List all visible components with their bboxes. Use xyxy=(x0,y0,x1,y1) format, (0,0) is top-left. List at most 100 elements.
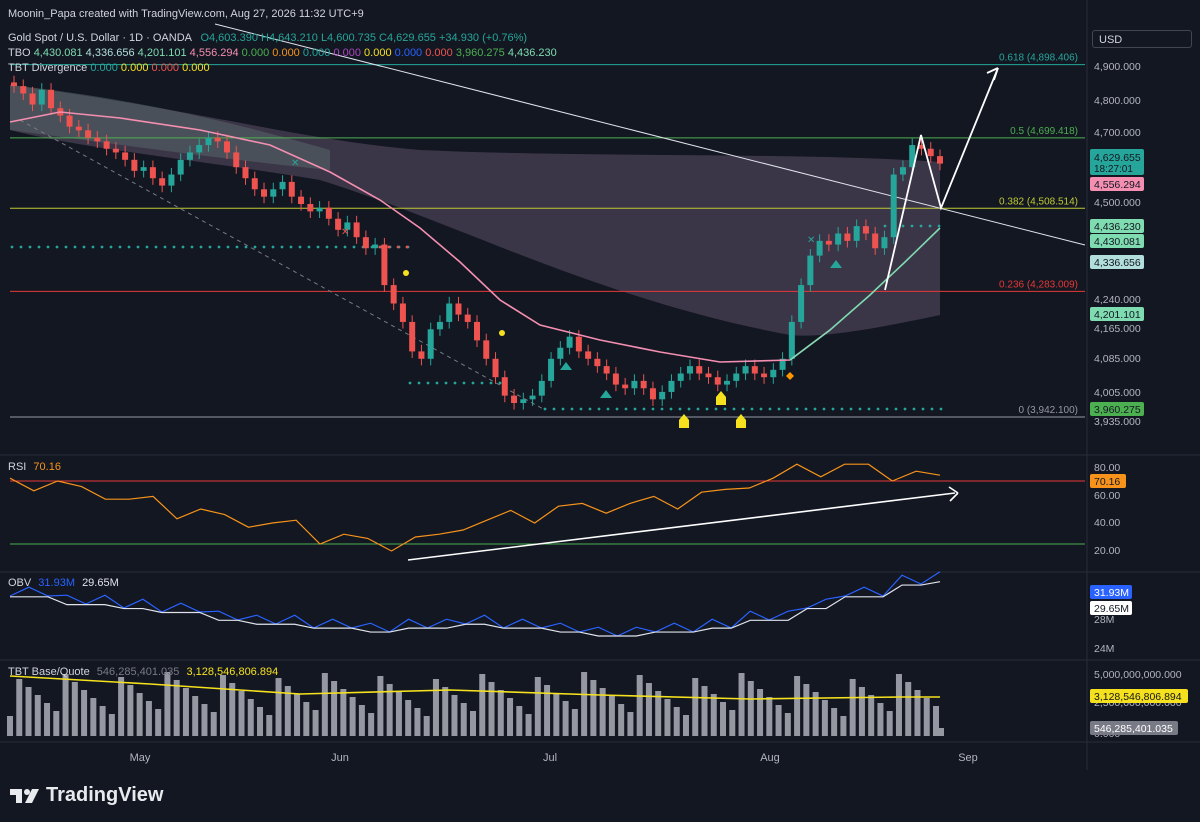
tbo-dot xyxy=(561,407,565,411)
volume-bar xyxy=(849,679,856,736)
tbt-divergence-legend[interactable]: TBT Divergence 0.000 0.000 0.000 0.000 xyxy=(8,62,210,74)
tbo-dot xyxy=(741,407,745,411)
volume-bar xyxy=(321,673,328,736)
price-badge-text: 3,960.275 xyxy=(1094,404,1141,416)
tbo-dot xyxy=(217,245,221,249)
volume-bar xyxy=(210,712,217,736)
volume-bar xyxy=(562,701,569,736)
volume-bar xyxy=(877,703,884,736)
price-tick: 4,700.000 xyxy=(1094,127,1141,139)
volume-bar xyxy=(145,701,152,736)
obv-tick: 28M xyxy=(1094,614,1114,626)
tbo-dot xyxy=(387,245,391,249)
tbo-dot xyxy=(316,245,320,249)
candle-body xyxy=(122,152,129,160)
candle-body xyxy=(251,178,258,190)
volume-bar xyxy=(53,711,60,736)
candle-body xyxy=(724,380,731,385)
volume-bar xyxy=(618,704,625,736)
tbo-value: 4,436.230 xyxy=(504,47,557,59)
resistance-trendline[interactable] xyxy=(214,23,1086,246)
volume-bar xyxy=(71,682,78,736)
time-tick: Jul xyxy=(543,752,557,764)
tbt-bq-badge xyxy=(1090,689,1188,703)
tbt-divergence-value: 0.000 xyxy=(179,62,210,74)
tbo-dot xyxy=(334,245,338,249)
candle-body xyxy=(381,244,388,286)
tbo-dot xyxy=(271,245,275,249)
teal-ma-line[interactable] xyxy=(789,227,941,361)
candle-body xyxy=(575,336,582,352)
tbo-dot xyxy=(435,381,439,385)
tbo-dot xyxy=(91,245,95,249)
tbo-dot xyxy=(687,407,691,411)
tbo-dot xyxy=(444,381,448,385)
obv-badge xyxy=(1090,585,1132,599)
candle-body xyxy=(196,145,203,153)
tradingview-logo[interactable]: TradingView xyxy=(10,784,163,807)
volume-bar xyxy=(840,716,847,736)
tbo-dot xyxy=(82,245,86,249)
candle-body xyxy=(492,358,499,378)
tbt-base-quote-legend[interactable]: TBT Base/Quote 546,285,401.035 3,128,546… xyxy=(8,666,278,678)
candle-body xyxy=(909,145,916,168)
tbo-value: 4,430.081 xyxy=(33,47,83,59)
tbt-bq-line[interactable] xyxy=(9,675,940,700)
obv-signal-line[interactable] xyxy=(10,581,941,637)
tbo-dot xyxy=(405,245,409,249)
candle-body xyxy=(844,233,851,241)
fib-label: 0 (3,942.100) xyxy=(1019,405,1079,416)
volume-bar xyxy=(544,685,551,736)
volume-bar xyxy=(821,700,828,736)
tbo-dot xyxy=(822,407,826,411)
obv-legend[interactable]: OBV 31.93M 29.65M xyxy=(8,577,119,589)
tbo-dot xyxy=(921,407,925,411)
obv-value-2: 29.65M xyxy=(82,577,119,589)
rsi-trendline-arrow[interactable] xyxy=(407,492,956,561)
obv-tick: 24M xyxy=(1094,643,1114,655)
tbt-divergence-value: 0.000 xyxy=(90,62,118,74)
volume-bar xyxy=(775,705,782,736)
volume-bar xyxy=(664,699,671,736)
price-tick: 4,005.000 xyxy=(1094,387,1141,399)
buy-triangle xyxy=(560,362,572,370)
obv-line[interactable] xyxy=(9,571,941,637)
candles[interactable] xyxy=(11,75,943,410)
tbo-dot xyxy=(325,245,329,249)
tbo-dot xyxy=(552,407,556,411)
candle-body xyxy=(853,226,860,241)
obv-value-1: 31.93M xyxy=(38,577,75,589)
tbo-dot xyxy=(396,245,400,249)
tbo-dot xyxy=(199,245,203,249)
tbo-dot xyxy=(939,407,943,411)
candle-body xyxy=(94,137,101,142)
rsi-legend[interactable]: RSI 70.16 xyxy=(8,461,61,473)
volume-bar xyxy=(858,687,865,736)
tbo-legend[interactable]: TBO 4,430.081 4,336.656 4,201.101 4,556.… xyxy=(8,47,557,59)
tbo-dot xyxy=(307,245,311,249)
tbo-dot xyxy=(64,245,68,249)
projection-arrow[interactable] xyxy=(884,67,999,291)
tbo-cloud-green xyxy=(10,85,330,170)
volume-bar xyxy=(294,694,301,736)
tbo-dot xyxy=(408,381,412,385)
volume-bar xyxy=(275,678,282,736)
dashed-trendline[interactable] xyxy=(19,119,546,411)
yellow-flag-marker xyxy=(679,414,689,428)
rsi-line[interactable] xyxy=(9,463,941,552)
candle-body xyxy=(362,237,369,249)
tbt-bq-value-1: 546,285,401.035 xyxy=(96,666,180,678)
currency-selector[interactable]: USD xyxy=(1092,30,1192,48)
obv-badge-text: 29.65M xyxy=(1094,603,1129,615)
tbo-dot xyxy=(795,407,799,411)
candle-body xyxy=(186,152,193,160)
candle-body xyxy=(390,285,397,304)
rsi-badge xyxy=(1090,474,1126,488)
tbo-dot xyxy=(651,407,655,411)
tbt-bq-tick: 5,000,000,000.000 xyxy=(1094,669,1182,681)
candle-body xyxy=(483,340,490,359)
volume-bar xyxy=(553,693,560,736)
pink-ma-line[interactable] xyxy=(9,111,831,363)
volume-bar xyxy=(108,714,115,736)
